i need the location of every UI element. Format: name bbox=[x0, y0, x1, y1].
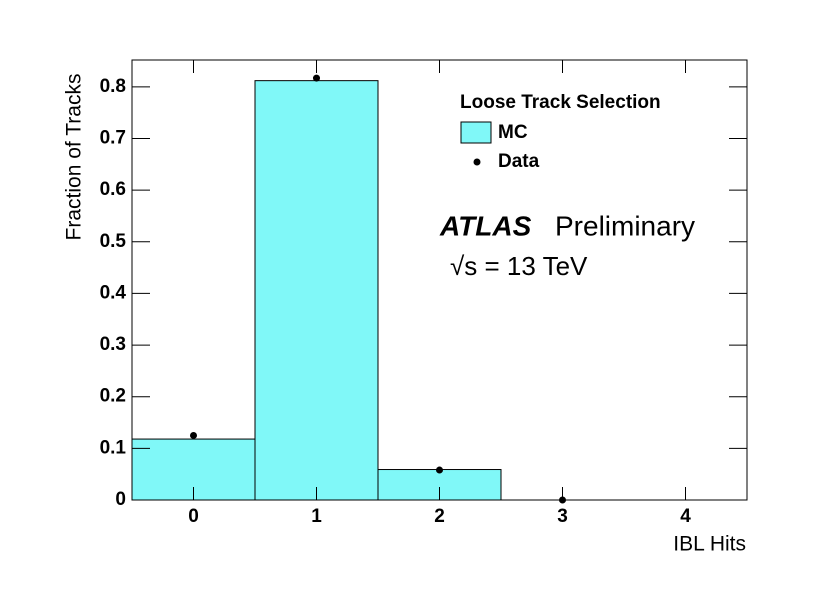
legend-title: Loose Track Selection bbox=[460, 92, 661, 113]
x-tick-label: 3 bbox=[557, 506, 568, 527]
y-tick-label: 0.6 bbox=[100, 179, 126, 200]
x-tick-label: 4 bbox=[680, 506, 691, 527]
plot-frame bbox=[131, 59, 748, 501]
y-tick-label: 0.3 bbox=[100, 334, 126, 355]
legend-swatch bbox=[460, 121, 492, 144]
y-tick-label: 0.5 bbox=[100, 231, 127, 252]
preliminary-label: Preliminary bbox=[555, 210, 695, 241]
y-tick-label: 0 bbox=[115, 489, 126, 510]
energy-label: √s = 13 TeV bbox=[450, 251, 588, 281]
y-tick-label: 0.2 bbox=[100, 386, 126, 407]
x-tick-label: 0 bbox=[188, 506, 199, 527]
y-tick-label: 0.1 bbox=[100, 437, 127, 458]
legend-marker bbox=[473, 158, 481, 166]
x-tick-label: 1 bbox=[311, 506, 322, 527]
data-point bbox=[436, 466, 443, 474]
data-point bbox=[190, 431, 197, 439]
atlas-label: ATLAS bbox=[439, 210, 532, 241]
legend-label: MC bbox=[498, 122, 528, 143]
data-point bbox=[313, 74, 320, 82]
bar bbox=[254, 80, 379, 501]
y-tick-label: 0.8 bbox=[100, 76, 126, 97]
x-axis-label: IBL Hits bbox=[673, 533, 746, 556]
y-axis-label: Fraction of Tracks bbox=[63, 74, 86, 241]
y-tick-label: 0.4 bbox=[100, 282, 127, 303]
x-tick-label: 2 bbox=[434, 506, 445, 527]
y-tick-label: 0.7 bbox=[100, 128, 126, 149]
legend-label: Data bbox=[498, 151, 540, 172]
